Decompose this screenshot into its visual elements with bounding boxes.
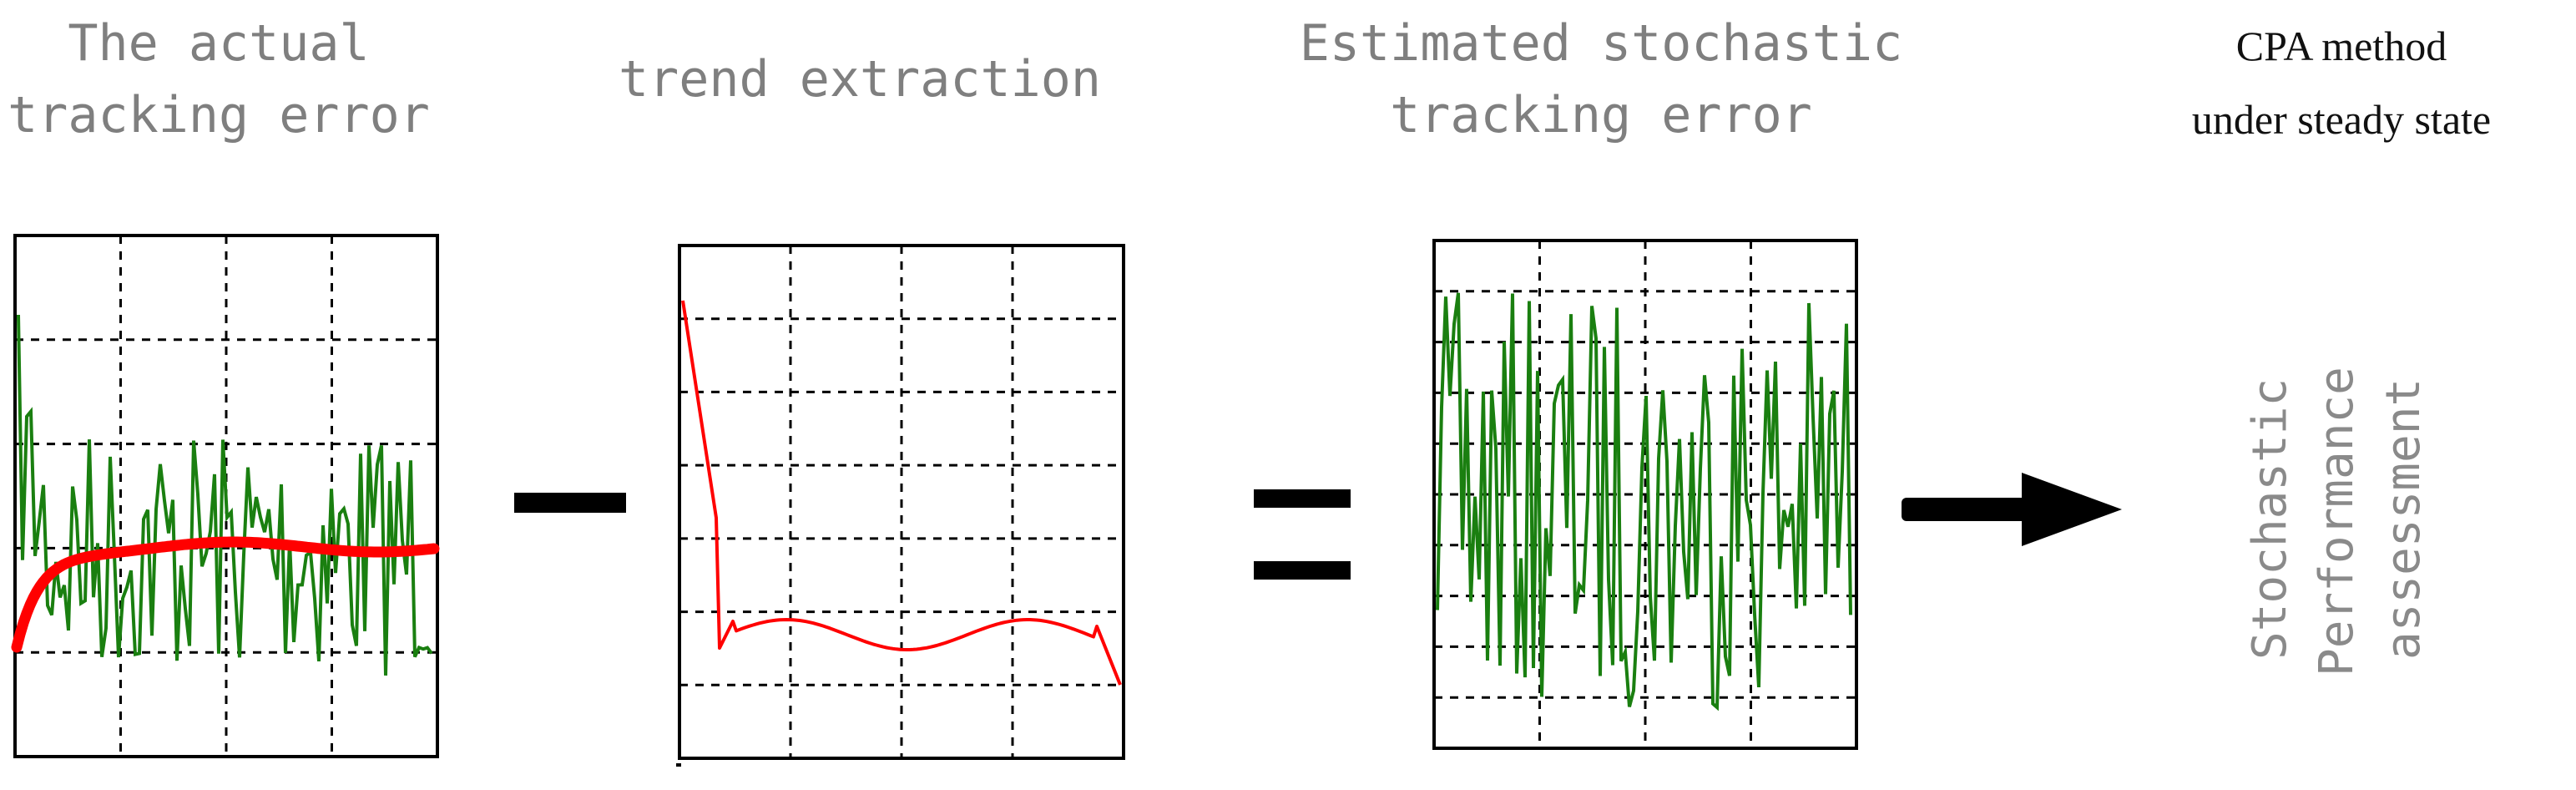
arrow-shaft [1902, 498, 2027, 521]
result-line-2: Performance [2310, 367, 2364, 676]
result-line-3: assessment [2376, 378, 2431, 660]
stochastic-performance-assessment: Stochastic Performance assessment [2243, 367, 2431, 676]
result-line-1: Stochastic [2243, 378, 2297, 660]
equals-icon [1254, 489, 1351, 580]
header-estimated-line-2: tracking error [1390, 86, 1812, 144]
arrow-head [2022, 473, 2122, 546]
panel-trend-extraction [676, 244, 1125, 767]
header-cpa-line-2: under steady state [2192, 96, 2491, 143]
header-actual-tracking-error: The actual tracking error [8, 14, 430, 144]
arrow-right-icon [1902, 473, 2122, 546]
extracted-trend-curve [681, 300, 1122, 686]
axis-tick-mark [676, 763, 681, 767]
panel-trend-grid [679, 246, 1124, 758]
header-cpa-line-1: CPA method [2236, 23, 2447, 69]
header-trend-line-1: trend extraction [619, 50, 1101, 109]
header-trend-extraction: trend extraction [619, 50, 1101, 109]
equals-bar-bottom [1254, 561, 1351, 580]
header-estimated-stochastic-error: Estimated stochastic tracking error [1300, 14, 1902, 144]
panel-actual-error [11, 234, 440, 758]
minus-icon [514, 493, 626, 513]
actual-trend-overlay [11, 536, 440, 653]
actual-noise-signal [17, 314, 433, 676]
stochastic-noise-signal [1436, 292, 1852, 712]
header-actual-line-1: The actual [68, 14, 369, 73]
header-estimated-line-1: Estimated stochastic [1300, 14, 1902, 73]
panel-estimated-stochastic [1432, 239, 1858, 750]
header-cpa-method: CPA method under steady state [2192, 23, 2491, 143]
equals-bar-top [1254, 489, 1351, 508]
header-actual-line-2: tracking error [8, 86, 430, 144]
